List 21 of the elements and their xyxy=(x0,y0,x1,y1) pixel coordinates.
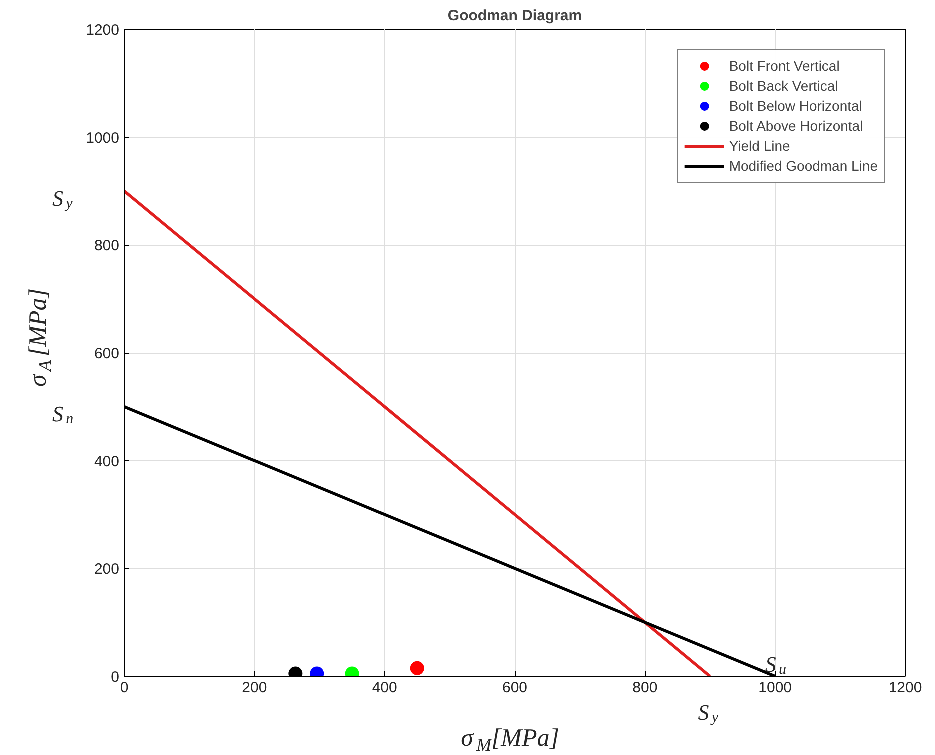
legend-label: Bolt Front Vertical xyxy=(729,58,840,74)
y-tick-label: 1200 xyxy=(86,22,120,39)
legend-label: Modified Goodman Line xyxy=(729,158,878,174)
x-tick-label: 1200 xyxy=(888,680,922,696)
legend-label: Bolt Below Horizontal xyxy=(729,98,862,114)
chart-title: Goodman Diagram xyxy=(448,8,582,24)
x-tick-label: 200 xyxy=(242,680,268,696)
y-tick-label: 0 xyxy=(111,669,120,686)
y-axis-title: σA[MPa] xyxy=(25,288,55,387)
x-tick-label: 400 xyxy=(372,680,398,696)
x-tick-label: 800 xyxy=(632,680,658,696)
legend-label: Bolt Above Horizontal xyxy=(729,118,864,134)
y-tick-label: 1000 xyxy=(86,130,120,147)
y-tick-label: 400 xyxy=(94,453,120,470)
y-tick-label: 200 xyxy=(94,561,120,578)
x-tick-label: 1000 xyxy=(758,680,792,696)
x-tick-label: 600 xyxy=(502,680,528,696)
legend-label: Bolt Back Vertical xyxy=(729,78,838,94)
y-tick-label: 800 xyxy=(94,238,120,255)
y-tick-label: 600 xyxy=(94,346,120,362)
legend-label: Yield Line xyxy=(729,138,790,154)
